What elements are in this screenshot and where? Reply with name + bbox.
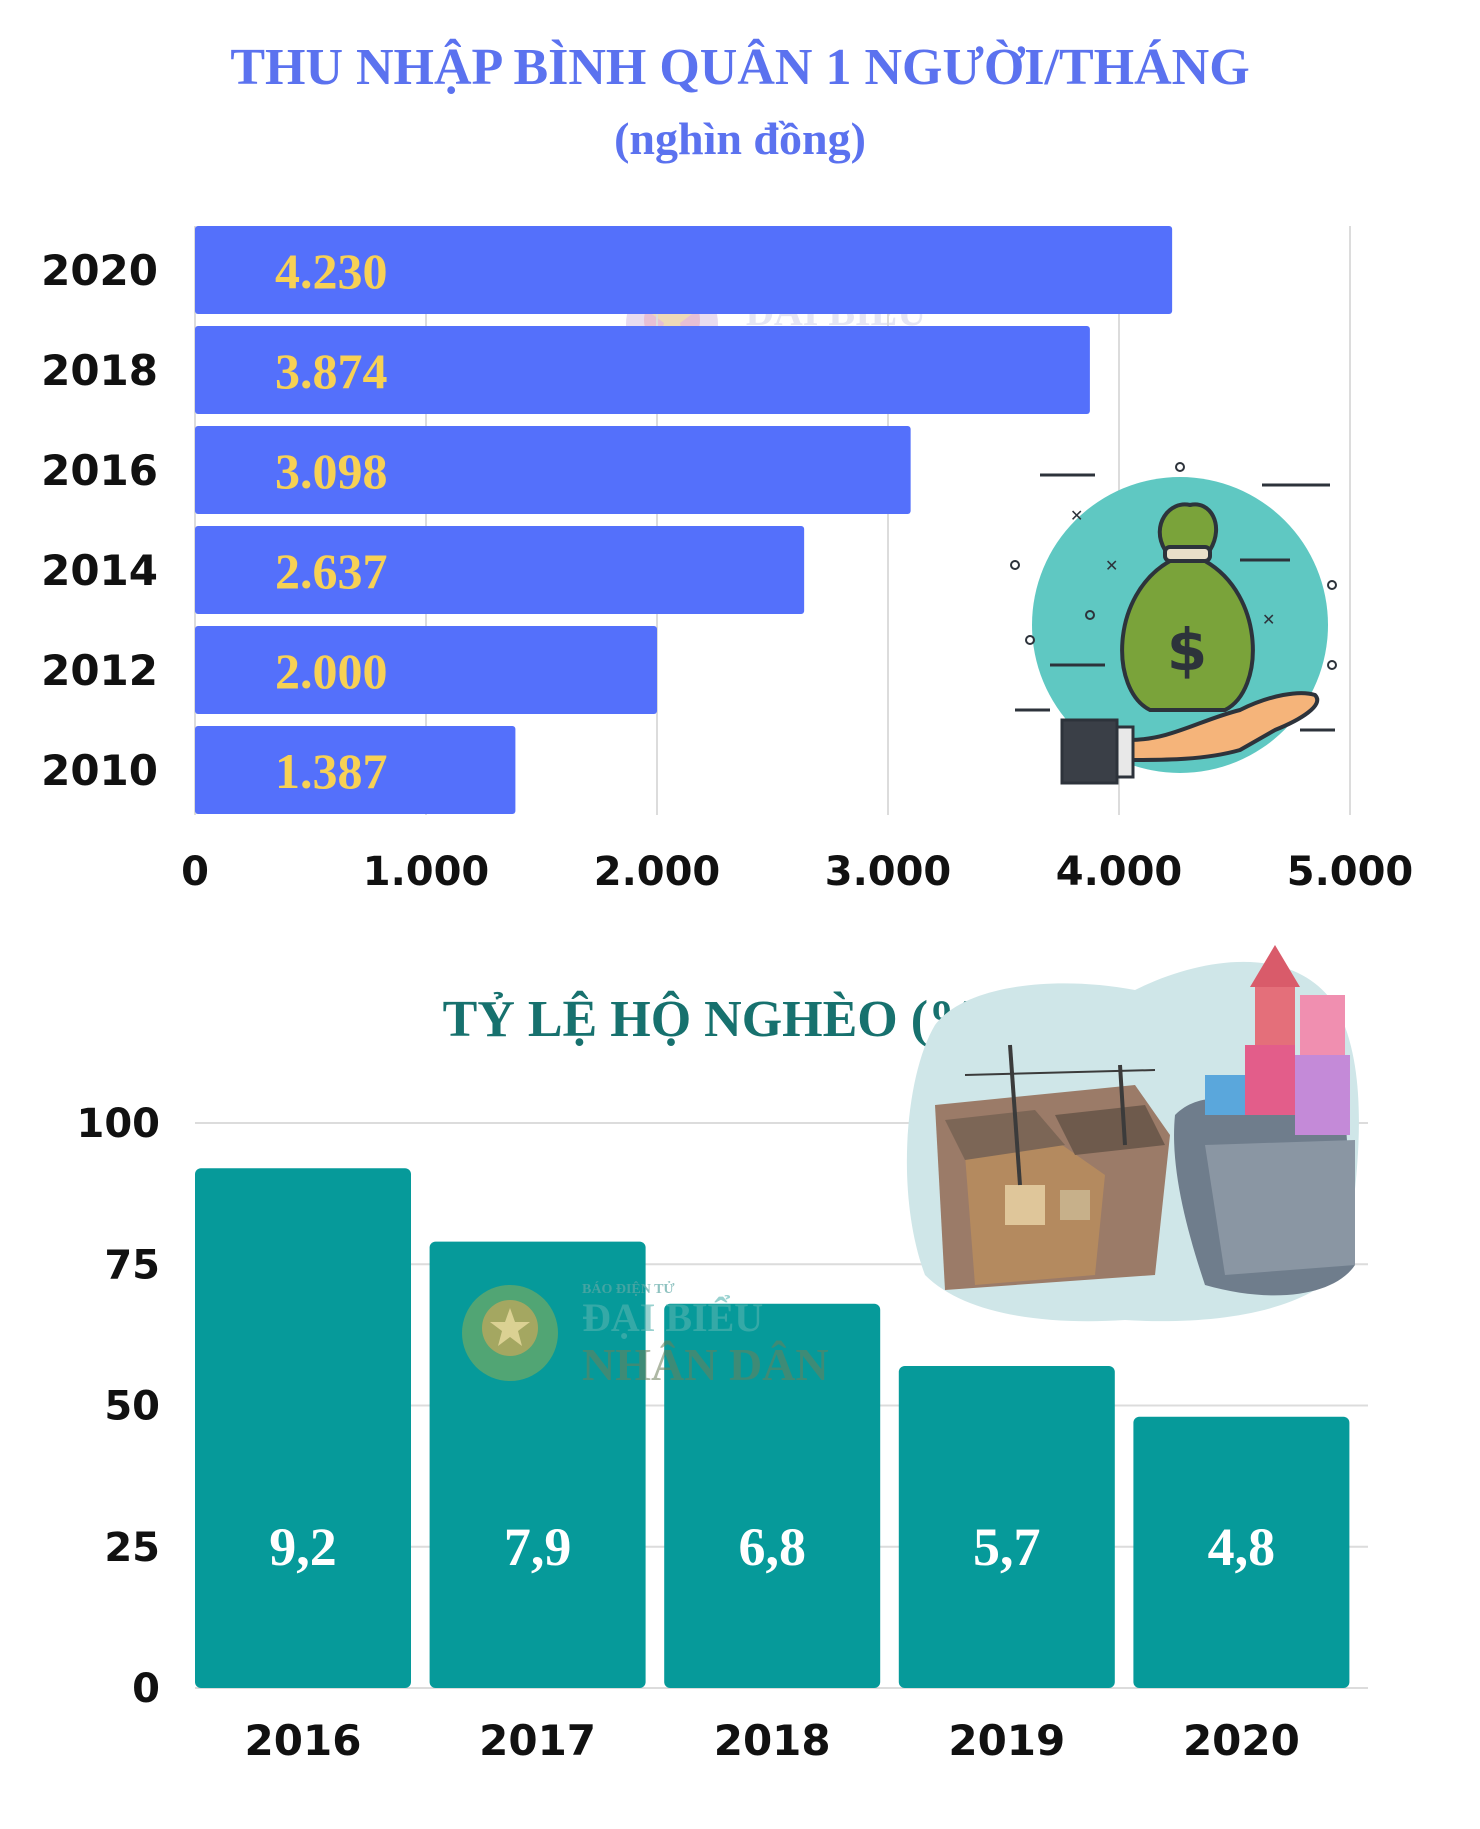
poverty-value-label: 6,8 bbox=[738, 1517, 806, 1577]
y-tick-label: 50 bbox=[104, 1384, 160, 1430]
year-label: 2019 bbox=[948, 1716, 1065, 1765]
poverty-value-label: 5,7 bbox=[973, 1517, 1041, 1577]
poverty-value-label: 7,9 bbox=[504, 1517, 572, 1577]
poverty-bar bbox=[898, 1365, 1115, 1688]
year-label: 2016 bbox=[245, 1716, 362, 1765]
x-tick-label: 4.000 bbox=[1056, 849, 1183, 895]
y-tick-label: 75 bbox=[104, 1242, 160, 1288]
x-tick-label: 2.000 bbox=[594, 849, 721, 895]
income-bar-chart: 0 1.000 2.000 3.000 4.000 5.000 4.230 2020 3.874… bbox=[41, 226, 1414, 895]
year-label: 2016 bbox=[41, 446, 158, 495]
svg-text:$: $ bbox=[1167, 616, 1207, 684]
poverty-bar bbox=[664, 1303, 881, 1688]
income-chart-subtitle: (nghìn đồng) bbox=[614, 113, 866, 164]
year-label: 2012 bbox=[41, 646, 158, 695]
income-bar bbox=[195, 726, 516, 814]
x-tick-label: 5.000 bbox=[1287, 849, 1414, 895]
x-tick-label: 1.000 bbox=[363, 849, 490, 895]
income-value-label: 1.387 bbox=[275, 743, 388, 799]
year-label: 2020 bbox=[1183, 1716, 1300, 1765]
year-label: 2018 bbox=[714, 1716, 831, 1765]
income-bar bbox=[195, 426, 911, 514]
year-label: 2010 bbox=[41, 746, 158, 795]
poverty-chart-title: TỶ LỆ HỘ NGHÈO (%) bbox=[442, 991, 998, 1048]
svg-text:✕: ✕ bbox=[1262, 610, 1275, 629]
income-value-label: 2.000 bbox=[275, 643, 388, 699]
x-tick-label: 0 bbox=[181, 849, 209, 895]
y-tick-label: 100 bbox=[77, 1101, 161, 1147]
svg-text:✕: ✕ bbox=[1070, 506, 1083, 525]
income-bar bbox=[195, 326, 1090, 414]
income-value-label: 3.098 bbox=[275, 443, 388, 499]
poverty-value-label: 9,2 bbox=[269, 1517, 337, 1577]
slum-city-illustration bbox=[906, 945, 1359, 1322]
income-value-label: 3.874 bbox=[275, 343, 388, 399]
poverty-bar bbox=[195, 1168, 411, 1688]
watermark2-line2: ĐẠI BIỂU bbox=[582, 1295, 764, 1340]
money-bag-hand-icon: ✕ ✕ ✕ $ bbox=[1010, 462, 1337, 785]
income-chart-title: THU NHẬP BÌNH QUÂN 1 NGƯỜI/THÁNG bbox=[230, 39, 1250, 96]
year-label: 2017 bbox=[479, 1716, 596, 1765]
income-bar bbox=[195, 526, 805, 614]
svg-text:✕: ✕ bbox=[1105, 556, 1118, 575]
emblem-icon-2 bbox=[462, 1285, 558, 1381]
year-label: 2020 bbox=[41, 246, 158, 295]
watermark2-line3: NHÂN DÂN bbox=[582, 1339, 829, 1390]
x-tick-label: 3.000 bbox=[825, 849, 952, 895]
watermark2-line1: BÁO ĐIỆN TỬ bbox=[582, 1282, 675, 1297]
income-value-label: 4.230 bbox=[275, 243, 388, 299]
poverty-bar bbox=[1133, 1416, 1350, 1688]
income-value-label: 2.637 bbox=[275, 543, 388, 599]
poverty-value-label: 4,8 bbox=[1208, 1517, 1276, 1577]
year-label: 2014 bbox=[41, 546, 158, 595]
income-bar bbox=[195, 226, 1173, 314]
y-tick-label: 25 bbox=[104, 1525, 160, 1571]
income-bar bbox=[195, 626, 657, 714]
year-label: 2018 bbox=[41, 346, 158, 395]
y-tick-label: 0 bbox=[132, 1666, 160, 1712]
